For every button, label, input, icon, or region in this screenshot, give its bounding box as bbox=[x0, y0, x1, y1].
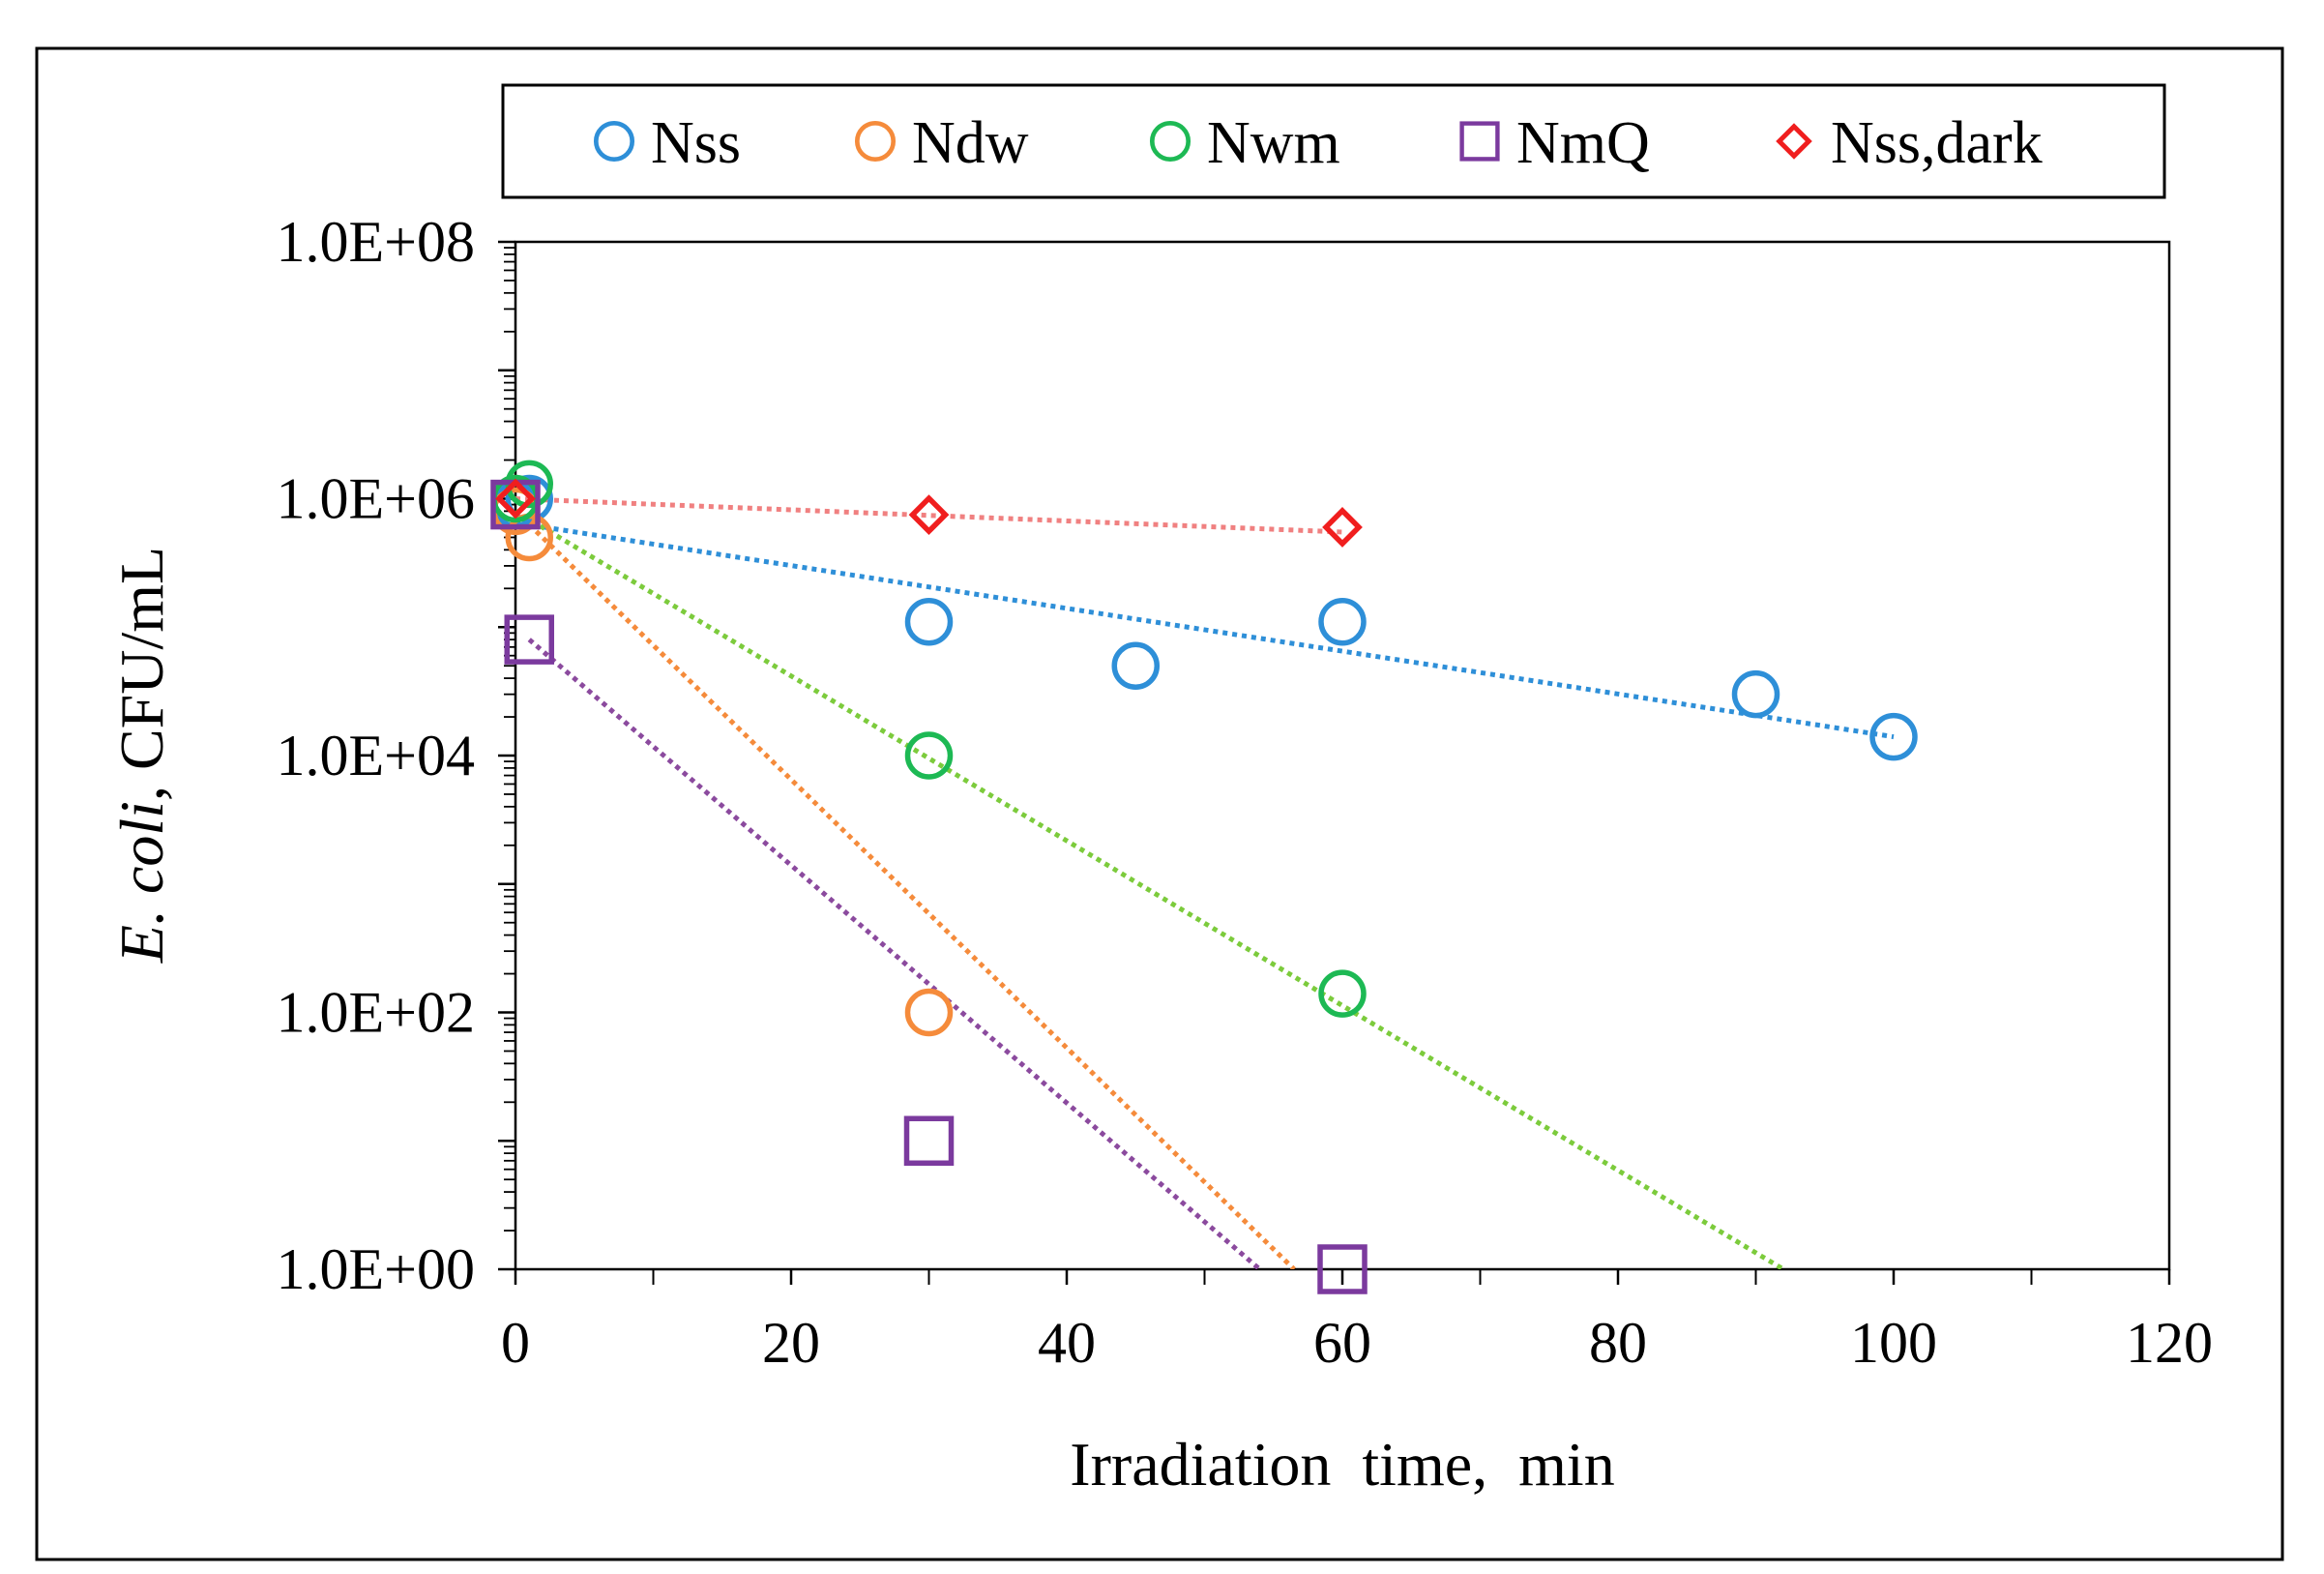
point-nwm bbox=[904, 731, 954, 780]
legend-item-nssdark: Nss,dark bbox=[1776, 110, 2043, 176]
point-nwm bbox=[1318, 969, 1367, 1018]
y-tick-label: 1.0E+08 bbox=[277, 210, 476, 274]
point-nss bbox=[1731, 669, 1780, 719]
legend-item-nwm: Nwm bbox=[1149, 110, 1340, 176]
legend-label-ndw: Ndw bbox=[912, 110, 1029, 176]
y-tick-label: 1.0E+04 bbox=[277, 724, 476, 787]
chart-frame bbox=[35, 46, 2284, 1561]
point-nss bbox=[1111, 641, 1160, 690]
trendline-ndw bbox=[514, 509, 1296, 1269]
legend-marker-nmq bbox=[1459, 121, 1500, 162]
point-ndw bbox=[904, 988, 954, 1037]
point-nssdark bbox=[495, 478, 536, 520]
point-nss bbox=[904, 598, 954, 646]
y-tick-label: 1.0E+00 bbox=[277, 1237, 476, 1301]
legend-marker-ndw bbox=[854, 120, 897, 163]
x-tick-label: 60 bbox=[1313, 1311, 1371, 1375]
y-axis-title-italic: E. coli bbox=[107, 801, 176, 964]
point-nmq bbox=[504, 614, 554, 665]
trendlines bbox=[514, 496, 1895, 1269]
y-tick-label: 1.0E+06 bbox=[277, 467, 476, 531]
legend-item-nmq: NmQ bbox=[1459, 110, 1650, 176]
x-tick-label: 20 bbox=[762, 1311, 820, 1375]
legend-label-nwm: Nwm bbox=[1207, 110, 1340, 176]
y-tick-label: 1.0E+02 bbox=[277, 981, 476, 1045]
point-nss bbox=[505, 474, 553, 523]
x-tick-label: 40 bbox=[1038, 1311, 1096, 1375]
trendline-nwm bbox=[514, 509, 1785, 1269]
point-nss bbox=[1318, 598, 1367, 646]
point-nss bbox=[1869, 712, 1918, 761]
x-tick-label: 80 bbox=[1589, 1311, 1647, 1375]
trendline-nss bbox=[515, 520, 1895, 740]
x-tick-label: 0 bbox=[501, 1311, 530, 1375]
legend-label-nmq: NmQ bbox=[1516, 110, 1650, 176]
point-nmq bbox=[1317, 1244, 1368, 1294]
x-tick-label: 100 bbox=[1850, 1311, 1937, 1375]
x-tick-label: 120 bbox=[2126, 1311, 2213, 1375]
y-axis-title: E. coli, CFU/mL bbox=[107, 547, 176, 964]
legend-item-nss: Nss bbox=[593, 110, 741, 176]
x-axis-title: Irradiation time, min bbox=[1070, 1430, 1614, 1499]
trendline-nssdark bbox=[515, 496, 1343, 535]
point-nmq bbox=[903, 1115, 955, 1166]
axes: 0 20 40 60 80 100 120 1.0E+00 1.0E+02 1.0E+04 1.0E… bbox=[277, 210, 2214, 1375]
y-axis-title-rest: , CFU/mL bbox=[107, 547, 176, 801]
trendline-nmq bbox=[527, 638, 1262, 1269]
legend: Nss Ndw Nwm NmQ Nss,dark bbox=[593, 110, 2043, 176]
markers bbox=[490, 460, 1918, 1294]
legend-box bbox=[501, 83, 2166, 199]
legend-label-nssdark: Nss,dark bbox=[1831, 110, 2043, 176]
legend-marker-nssdark bbox=[1776, 123, 1812, 160]
point-nssdark bbox=[908, 494, 950, 535]
legend-label-nss: Nss bbox=[651, 110, 741, 176]
legend-item-ndw: Ndw bbox=[854, 110, 1029, 176]
legend-marker-nss bbox=[593, 120, 635, 163]
legend-marker-nwm bbox=[1149, 120, 1191, 163]
point-nssdark bbox=[1322, 507, 1363, 548]
